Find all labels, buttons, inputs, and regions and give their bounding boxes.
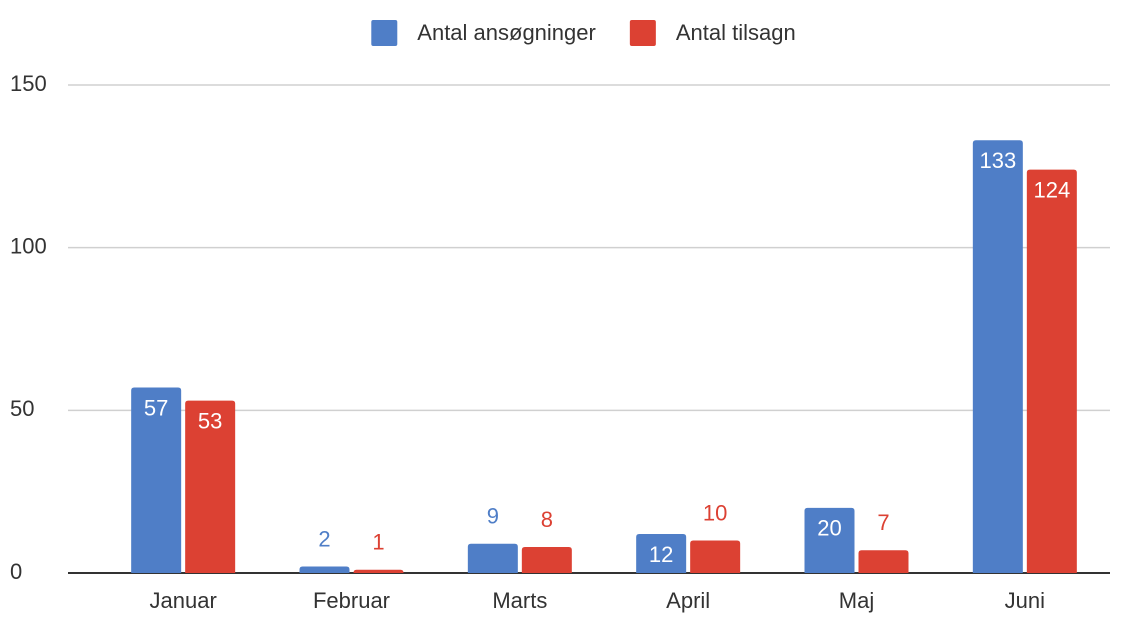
x-tick-label: Januar	[150, 588, 217, 613]
data-label: 133	[979, 148, 1016, 173]
bar	[131, 387, 182, 573]
legend-swatch	[629, 20, 656, 46]
y-tick-label: 150	[10, 71, 47, 96]
data-label: 8	[541, 507, 553, 532]
data-label: 2	[318, 526, 330, 551]
y-tick-label: 100	[10, 233, 47, 258]
y-tick-label: 0	[10, 559, 22, 584]
data-label: 124	[1033, 177, 1070, 202]
bar	[467, 543, 518, 573]
bar	[353, 569, 404, 573]
bar	[521, 546, 572, 573]
legend: Antal ansøgninger Antal tilsagn	[371, 20, 796, 46]
x-tick-label: Juni	[1005, 588, 1045, 613]
bar	[804, 507, 855, 573]
data-label: 53	[198, 408, 222, 433]
legend-label: Antal tilsagn	[676, 20, 796, 45]
bar	[1026, 169, 1077, 573]
data-label: 57	[144, 395, 168, 420]
legend-label: Antal ansøgninger	[417, 20, 596, 45]
x-tick-label: Maj	[839, 588, 874, 613]
y-tick-label: 50	[10, 396, 34, 421]
data-label: 7	[877, 510, 889, 535]
bar	[858, 550, 909, 573]
bar	[299, 566, 350, 573]
data-label: 9	[487, 504, 499, 529]
x-tick-label: Februar	[313, 588, 390, 613]
x-tick-label: Marts	[492, 588, 547, 613]
bar	[636, 533, 687, 573]
data-label: 10	[703, 500, 727, 525]
data-label: 20	[817, 516, 841, 541]
bar	[185, 400, 236, 573]
data-label: 1	[372, 530, 384, 555]
x-tick-label: April	[666, 588, 710, 613]
bar	[690, 540, 741, 573]
bar	[972, 140, 1023, 573]
legend-swatch	[371, 20, 398, 46]
data-label: 12	[649, 542, 673, 567]
